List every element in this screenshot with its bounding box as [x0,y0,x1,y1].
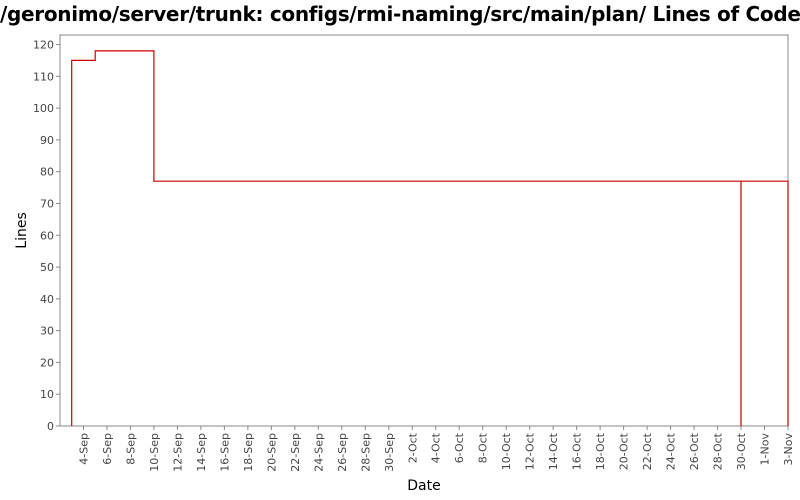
y-axis-label: Lines [14,212,30,248]
x-tick-label: 14-Sep [195,433,208,472]
y-tick-label: 100 [33,102,54,115]
y-tick-label: 50 [40,261,54,274]
y-tick-label: 20 [40,356,54,369]
chart-title: /geronimo/server/trunk: configs/rmi-nami… [0,2,800,26]
x-tick-label: 26-Oct [688,432,701,470]
x-tick-label: 24-Oct [665,432,678,470]
x-tick-label: 6-Sep [101,433,114,465]
x-tick-label: 18-Oct [594,432,607,470]
x-tick-label: 12-Oct [524,432,537,470]
x-tick-label: 18-Sep [242,433,255,472]
x-tick-label: 28-Oct [712,432,725,470]
y-tick-label: 70 [40,197,54,210]
y-tick-label: 60 [40,229,54,242]
x-tick-label: 22-Sep [289,433,302,472]
x-axis-ticks: 4-Sep 6-Sep 8-Sep 10-Sep 12-Sep 14-Sep 16-Sep 1… [77,426,795,472]
x-tick-label: 30-Oct [735,432,748,470]
x-tick-label: 28-Sep [359,433,372,472]
x-tick-label: 12-Sep [171,433,184,472]
y-tick-label: 30 [40,325,54,338]
y-axis-ticks: 0 10 20 30 40 50 60 70 80 90 100 110 120 [33,39,60,433]
x-tick-label: 30-Sep [383,433,396,472]
x-axis-label: Date [407,478,440,494]
series-line [71,50,789,426]
x-tick-label: 4-Oct [430,432,443,463]
plot-frame [59,34,789,427]
x-tick-label: 26-Sep [336,433,349,472]
x-tick-label: 16-Oct [571,432,584,470]
x-tick-label: 10-Oct [500,432,513,470]
x-tick-label: 10-Sep [148,433,161,472]
x-tick-label: 24-Sep [312,433,325,472]
y-tick-label: 80 [40,166,54,179]
x-tick-label: 8-Oct [477,432,490,463]
series-layer [71,50,789,427]
x-tick-label: 4-Sep [77,433,90,465]
y-tick-label: 120 [33,39,54,52]
x-tick-label: 16-Sep [218,433,231,472]
x-tick-label: 1-Nov [759,433,772,466]
x-tick-label: 6-Oct [453,432,466,463]
y-tick-label: 90 [40,134,54,147]
x-tick-label: 20-Sep [265,433,278,472]
x-tick-label: 8-Sep [124,433,137,465]
x-tick-label: 20-Oct [618,432,631,470]
plot-area [59,34,789,427]
y-tick-label: 0 [47,420,54,433]
y-tick-label: 10 [40,388,54,401]
y-tick-label: 110 [33,70,54,83]
y-tick-label: 40 [40,293,54,306]
x-tick-label: 14-Oct [547,432,560,470]
x-tick-label: 3-Nov [782,433,795,466]
x-tick-label: 22-Oct [641,432,654,470]
x-tick-label: 2-Oct [406,432,419,463]
